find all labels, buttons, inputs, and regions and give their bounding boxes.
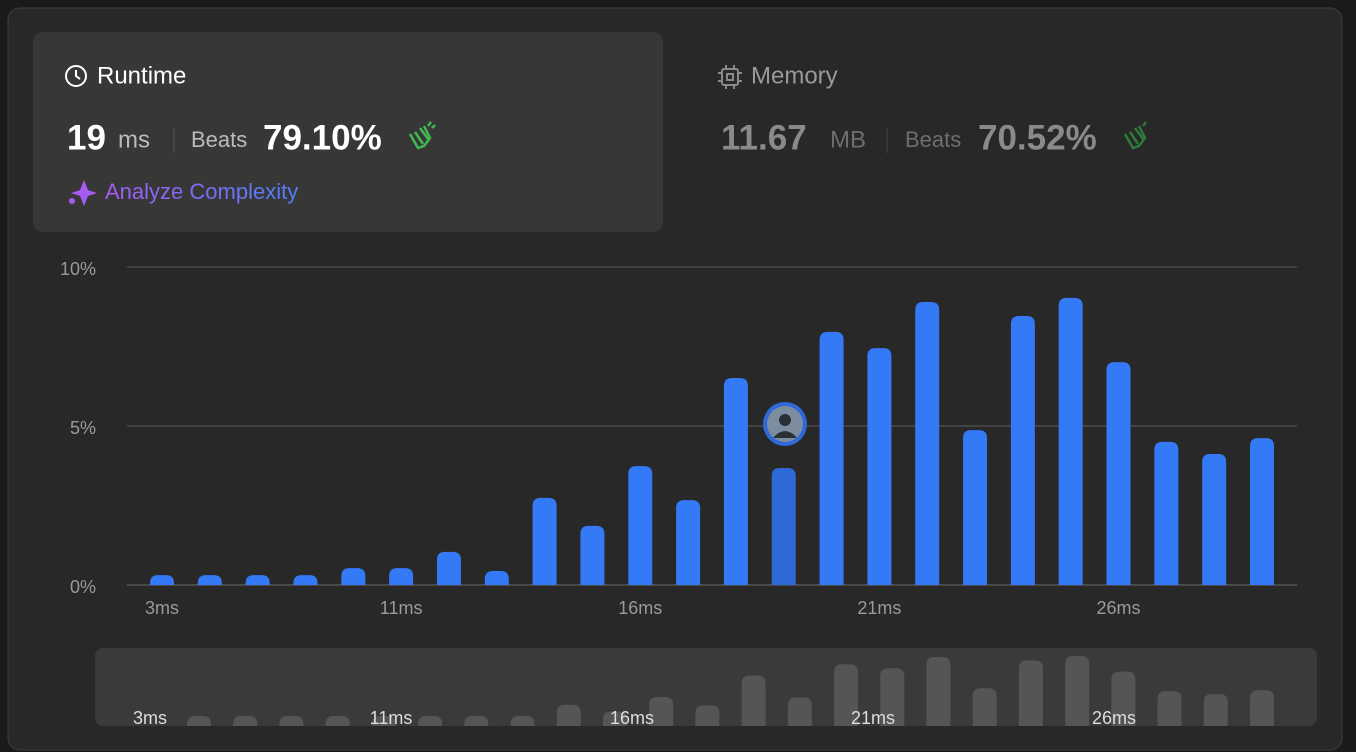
overview-bar (325, 716, 350, 726)
runtime-value: 19 (67, 118, 106, 157)
bar (1058, 297, 1083, 585)
bar (915, 301, 940, 585)
bar (1010, 315, 1035, 585)
bar (341, 568, 366, 585)
overview-bar (418, 716, 443, 726)
memory-unit: MB (830, 126, 866, 153)
overview-label: 3ms (133, 708, 167, 728)
overview-bar (1065, 656, 1090, 726)
bar (963, 430, 988, 585)
overview-bar (187, 716, 211, 726)
overview-bar (371, 716, 396, 726)
beats-value: 70.52% (978, 118, 1097, 157)
overview-bar (741, 675, 766, 726)
overview-bar (695, 705, 720, 726)
overview-bar (464, 716, 489, 726)
x-tick-label: 21ms (857, 598, 901, 618)
overview-bar (880, 668, 905, 726)
overview-bar (926, 657, 951, 726)
clap-icon (408, 121, 436, 150)
bar (1250, 438, 1274, 585)
overview-bar (1250, 690, 1274, 726)
bar (245, 575, 270, 585)
clock-icon (65, 65, 87, 87)
bar (580, 525, 605, 585)
bar (436, 551, 461, 585)
bar (389, 568, 414, 585)
runtime-title: Runtime (97, 62, 186, 89)
overview-bar (556, 704, 581, 726)
overview-label: 11ms (370, 708, 413, 728)
overview-bar (972, 688, 997, 726)
bar (771, 467, 796, 585)
bar (150, 575, 174, 585)
overview-label: 16ms (610, 708, 654, 728)
bar (723, 377, 748, 585)
bar (676, 500, 701, 585)
bar (867, 348, 892, 585)
x-tick-label: 16ms (618, 598, 662, 618)
beats-value: 79.10% (263, 118, 382, 157)
overview-panel[interactable] (95, 648, 1317, 726)
overview-label: 26ms (1092, 708, 1136, 728)
clap-icon (1123, 121, 1147, 150)
overview-bar (1018, 660, 1043, 726)
bar (1202, 453, 1227, 585)
bar (197, 575, 222, 585)
analyze-link[interactable]: Analyze Complexity (105, 179, 298, 204)
overview-bar (602, 711, 627, 726)
bar (1106, 362, 1131, 585)
runtime-unit: ms (118, 126, 150, 153)
bar (819, 331, 844, 585)
overview-bar (279, 716, 304, 726)
overview-bar (1203, 694, 1228, 726)
overview-bar (649, 697, 674, 726)
overview-bar (1157, 691, 1182, 726)
x-tick-label: 3ms (145, 598, 179, 618)
overview-label: 21ms (851, 708, 895, 728)
avatar[interactable] (763, 402, 807, 446)
overview-bar (1111, 671, 1136, 726)
x-tick-label: 26ms (1097, 598, 1141, 618)
sparkle-icon (69, 180, 97, 206)
runtime-card[interactable] (33, 32, 663, 232)
overview-bar (510, 716, 535, 726)
memory-title[interactable]: Memory (751, 62, 838, 89)
beats-label: Beats (191, 127, 247, 152)
bar (293, 575, 318, 585)
y-tick-label: 5% (70, 418, 96, 438)
x-tick-label: 11ms (380, 598, 423, 618)
y-tick-label: 0% (70, 577, 96, 597)
overview-bar (834, 664, 859, 726)
beats-label: Beats (905, 127, 961, 152)
overview-bar (787, 697, 812, 726)
overview-bar (233, 716, 258, 726)
bar (628, 466, 653, 585)
bar (532, 497, 557, 585)
bar (484, 571, 509, 585)
memory-value: 11.67 (721, 118, 807, 157)
bar (1154, 441, 1179, 585)
y-tick-label: 10% (60, 259, 96, 279)
chip-icon (718, 65, 742, 89)
